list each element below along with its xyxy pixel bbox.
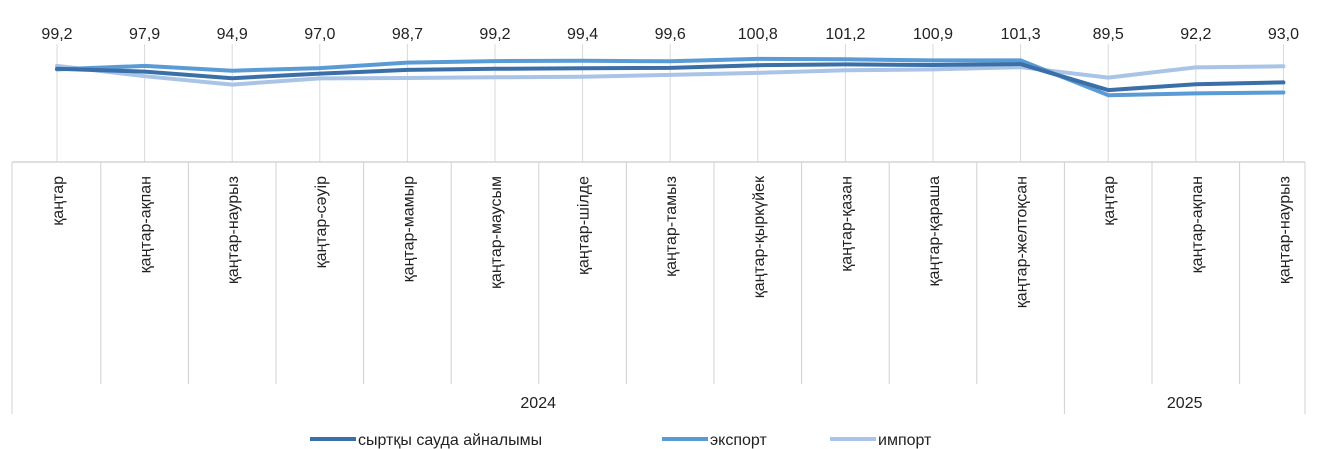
- legend-label: экспорт: [710, 432, 767, 449]
- category-label: қаңтар-қараша: [926, 176, 943, 287]
- category-label: қаңтар-ақпан: [138, 176, 155, 273]
- series-line: [55, 63, 1286, 87]
- category-label: қаңтар-қыркүйек: [751, 175, 768, 298]
- data-label: 100,9: [913, 26, 953, 43]
- data-label: 100,8: [738, 26, 778, 43]
- series-lines: [55, 56, 1286, 98]
- category-axis: қаңтар қаңтар-ақпан қаңтар-наурыз қаңтар-сә…: [11, 161, 1306, 414]
- data-label: 98,7: [392, 26, 423, 43]
- category-label: қаңтар-желтоқсан: [1014, 176, 1031, 308]
- legend: сыртқы сауда айналымы экспорт импорт: [310, 432, 932, 449]
- category-label: қаңтар-шілде: [576, 176, 593, 275]
- data-label: 101,3: [1001, 26, 1041, 43]
- year-label: 2025: [1167, 395, 1203, 412]
- data-label: 94,9: [217, 26, 248, 43]
- data-label: 97,9: [129, 26, 160, 43]
- category-label: қаңтар-мамыр: [400, 176, 417, 282]
- data-label: 99,4: [567, 26, 598, 43]
- category-label: қаңтар-маусым: [488, 176, 505, 289]
- category-label: қаңтар-наурыз: [225, 176, 242, 284]
- legend-label: импорт: [878, 432, 932, 449]
- category-label: қаңтар-наурыз: [1276, 176, 1293, 284]
- data-label: 99,6: [655, 26, 686, 43]
- data-label: 99,2: [41, 26, 72, 43]
- series-line: [55, 56, 1286, 98]
- data-label: 89,5: [1093, 26, 1124, 43]
- data-label: 97,0: [304, 26, 335, 43]
- category-label: қаңтар-ақпан: [1189, 176, 1206, 273]
- legend-label: сыртқы сауда айналымы: [358, 432, 542, 449]
- category-label: қаңтар-тамыз: [663, 176, 680, 277]
- year-label: 2024: [520, 395, 556, 412]
- category-label: қаңтар-қазан: [838, 176, 855, 272]
- category-label: қаңтар-сәуір: [313, 176, 330, 268]
- data-label: 99,2: [479, 26, 510, 43]
- category-label: қаңтар: [1101, 176, 1118, 226]
- category-label: қаңтар: [50, 176, 67, 226]
- series-line: [55, 62, 1286, 93]
- data-label: 101,2: [825, 26, 865, 43]
- data-label: 93,0: [1268, 26, 1299, 43]
- data-label: 92,2: [1180, 26, 1211, 43]
- data-labels: 99,2 97,9 94,9 97,0 98,7 99,2 99,4 99,6 100,8 101…: [41, 26, 1299, 43]
